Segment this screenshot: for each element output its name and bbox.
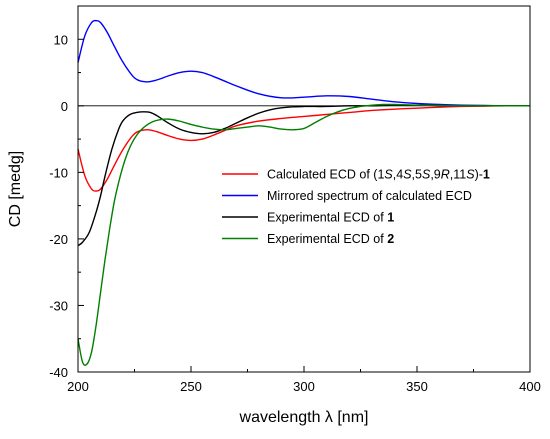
x-tick-label: 250 bbox=[180, 379, 202, 394]
y-axis-title: CD [medg] bbox=[7, 151, 24, 227]
legend-label-2: Mirrored spectrum of calculated ECD bbox=[267, 189, 472, 203]
legend-label-1: Calculated ECD of (1S,4S,5S,9R,11S)-1 bbox=[267, 168, 490, 182]
x-tick-label: 400 bbox=[519, 379, 541, 394]
y-tick-label: -30 bbox=[49, 298, 68, 313]
legend-label-4: Experimental ECD of 2 bbox=[267, 232, 394, 246]
y-tick-label: -40 bbox=[49, 365, 68, 380]
series-line-2 bbox=[77, 19, 531, 107]
y-tick-label: 0 bbox=[61, 99, 68, 114]
legend: Calculated ECD of (1S,4S,5S,9R,11S)-1 Mir… bbox=[222, 168, 490, 246]
y-tick-label: -20 bbox=[49, 232, 68, 247]
legend-label-3: Experimental ECD of 1 bbox=[267, 211, 394, 225]
series-line-1 bbox=[77, 105, 531, 192]
series-line-3 bbox=[77, 104, 530, 247]
series-layer bbox=[77, 19, 531, 366]
y-tick-label: 10 bbox=[54, 32, 68, 47]
series-line-4 bbox=[77, 103, 530, 366]
x-tick-label: 300 bbox=[293, 379, 315, 394]
y-tick-label: -10 bbox=[49, 165, 68, 180]
x-tick-label: 350 bbox=[406, 379, 428, 394]
x-tick-label: 200 bbox=[67, 379, 89, 394]
x-axis-title: wavelength λ [nm] bbox=[239, 409, 369, 426]
